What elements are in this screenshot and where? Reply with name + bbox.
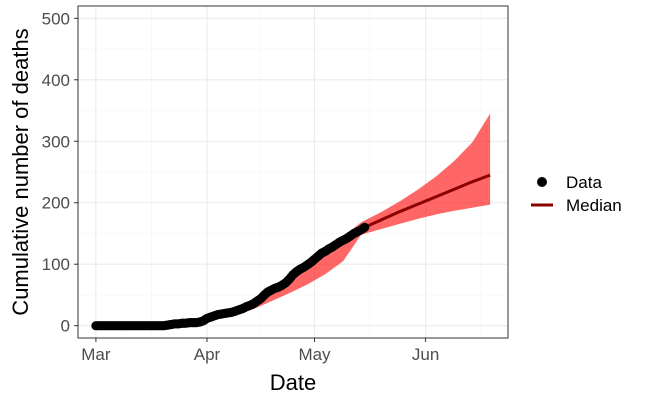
legend-key-point — [537, 177, 547, 187]
median-layer — [364, 173, 491, 229]
y-tick-label: 100 — [42, 255, 70, 274]
x-tick-label: Apr — [194, 345, 221, 364]
y-axis-title: Cumulative number of deaths — [8, 28, 33, 315]
plot-panel — [77, 5, 509, 339]
y-tick-label: 400 — [42, 71, 70, 90]
grid-minor — [78, 6, 508, 338]
x-tick-label: Mar — [81, 345, 111, 364]
x-axis-ticks: Mar Apr May Jun — [81, 338, 439, 364]
y-tick-label: 200 — [42, 194, 70, 213]
data-point — [360, 222, 370, 232]
plot-border — [77, 5, 509, 339]
grid-major — [78, 6, 508, 338]
legend-item-median: Median — [531, 196, 622, 215]
data-points — [91, 222, 370, 331]
legend-label: Data — [566, 173, 602, 192]
x-tick-label: Jun — [412, 345, 439, 364]
y-axis-ticks: 0 100 200 300 400 500 — [42, 9, 78, 336]
legend: Data Median — [531, 173, 622, 215]
y-tick-label: 0 — [61, 317, 70, 336]
y-tick-label: 300 — [42, 132, 70, 151]
x-axis-title: Date — [270, 370, 316, 395]
x-tick-label: May — [298, 345, 331, 364]
y-tick-label: 500 — [42, 9, 70, 28]
median-line — [364, 173, 491, 229]
legend-item-data: Data — [537, 173, 602, 192]
legend-label: Median — [566, 196, 622, 215]
